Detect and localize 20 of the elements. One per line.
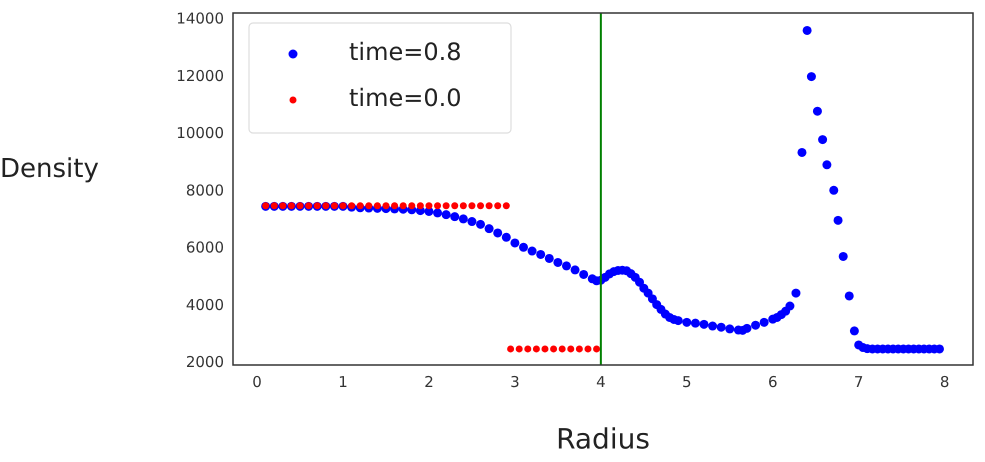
y-tick-label: 14000 [176, 9, 224, 28]
y-tick-label: 12000 [176, 66, 224, 85]
x-tick-label: 8 [940, 372, 950, 391]
x-tick-label: 0 [252, 372, 262, 391]
y-tick-label: 6000 [186, 238, 224, 257]
legend-label: time=0.8 [349, 38, 462, 66]
x-tick-label: 1 [338, 372, 348, 391]
y-axis-title: Density [0, 154, 99, 184]
y-tick-label: 4000 [186, 296, 224, 314]
x-tick-label: 3 [510, 372, 520, 391]
y-tick-label: 8000 [186, 181, 224, 200]
x-axis-title: Radius [556, 422, 650, 456]
x-tick-label: 4 [596, 372, 606, 391]
legend-label: time=0.0 [349, 84, 462, 112]
x-tick-label: 7 [854, 372, 864, 391]
y-tick-label: 2000 [186, 353, 224, 372]
y-tick-label: 10000 [176, 124, 224, 142]
x-tick-label: 2 [424, 372, 434, 391]
x-tick-label: 6 [768, 372, 778, 391]
x-tick-label: 5 [682, 372, 692, 391]
